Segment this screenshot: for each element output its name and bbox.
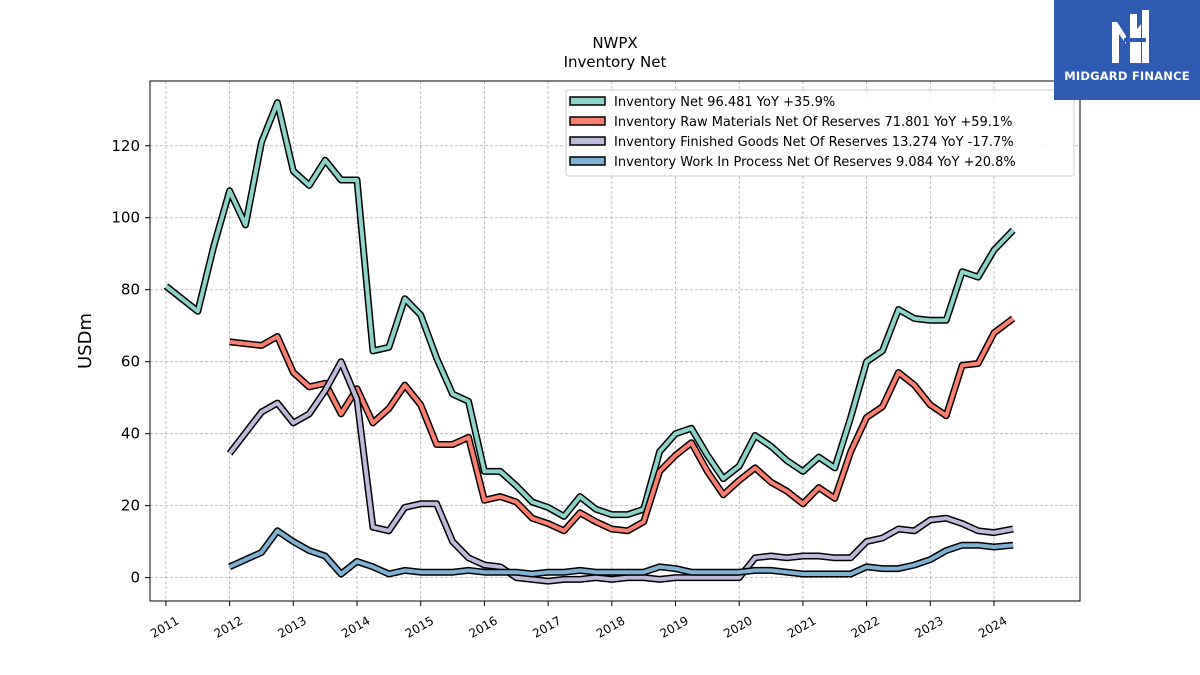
y-tick-label: 20	[121, 497, 140, 515]
series-layer	[163, 99, 1016, 585]
legend-swatch	[569, 156, 606, 166]
legend-label: Inventory Finished Goods Net Of Reserves…	[614, 135, 1014, 150]
y-tick-label: 120	[111, 137, 140, 155]
legend-label: Inventory Raw Materials Net Of Reserves …	[614, 115, 1013, 130]
brand-logo: MIDGARD FINANCE	[1054, 0, 1200, 100]
series-line-3	[228, 528, 1014, 576]
legend-swatch	[569, 136, 606, 146]
y-tick-label: 60	[121, 353, 140, 371]
series-line-2	[228, 359, 1014, 584]
chart-subtitle: Inventory Net	[564, 53, 667, 71]
legend-swatch	[569, 96, 606, 106]
series-line-1	[229, 316, 1015, 533]
y-tick-label: 80	[121, 281, 140, 299]
chart-title: NWPX	[592, 34, 637, 52]
plot-frame	[149, 80, 1081, 602]
y-tick-label: 100	[111, 209, 140, 227]
legend-swatch	[569, 116, 606, 126]
y-axis-label: USDm	[75, 313, 96, 369]
legend: Inventory Net 96.481 YoY +35.9% Inventory…	[565, 89, 1075, 177]
legend-label: Inventory Net 96.481 YoY +35.9%	[614, 95, 835, 110]
legend-box	[565, 89, 1075, 177]
logo-text: MIDGARD FINANCE	[1064, 69, 1190, 83]
y-tick-label: 0	[130, 569, 140, 587]
legend-label: Inventory Work In Process Net Of Reserve…	[614, 155, 1016, 170]
series-line-0	[164, 100, 1015, 519]
logo-mark-icon	[1112, 10, 1149, 63]
y-tick-label: 40	[121, 425, 140, 443]
